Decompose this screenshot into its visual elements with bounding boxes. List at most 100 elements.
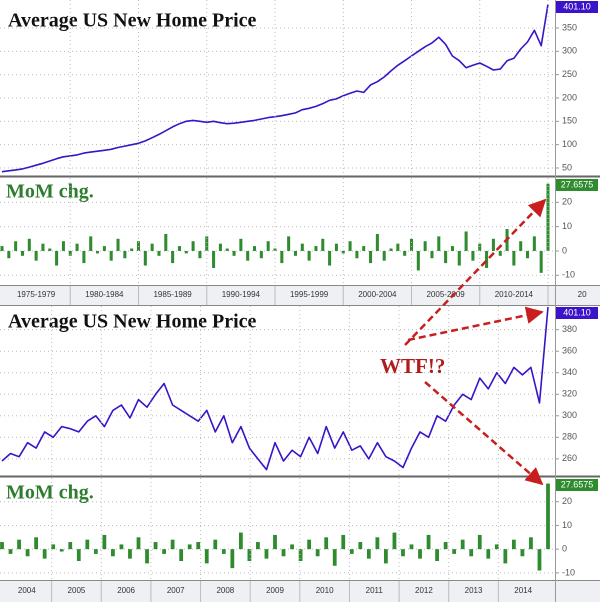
bar <box>157 250 161 256</box>
bar <box>539 250 543 273</box>
bar <box>232 250 236 256</box>
bar <box>478 243 482 251</box>
bar <box>230 549 235 569</box>
arrow <box>424 381 544 486</box>
bar <box>143 250 147 266</box>
panel-title: MoM chg. <box>6 482 94 504</box>
bar <box>450 246 454 251</box>
bar <box>41 243 45 251</box>
panel-title: Average US New Home Price <box>8 311 257 333</box>
last-value-label: 27.6575 <box>561 179 594 189</box>
bar <box>423 241 427 251</box>
bar <box>512 250 516 266</box>
x-tick-label: 1985-1989 <box>153 290 192 299</box>
bar <box>213 539 218 550</box>
bar <box>247 549 252 562</box>
bar <box>348 241 352 251</box>
bar <box>61 241 65 251</box>
bar <box>42 549 47 559</box>
bar <box>520 549 525 557</box>
x-tick-label: 2004 <box>18 586 36 595</box>
bar <box>68 250 72 256</box>
bar <box>123 250 127 259</box>
bar <box>430 250 434 259</box>
bar <box>300 243 304 251</box>
bar <box>460 539 465 550</box>
bar <box>93 549 98 554</box>
y-tick-label: 20 <box>562 496 572 506</box>
bar <box>162 549 166 554</box>
bar <box>341 534 346 550</box>
bar <box>375 233 379 251</box>
bar <box>511 539 516 550</box>
x-tick-label: 2013 <box>465 586 483 595</box>
bar <box>102 246 106 251</box>
bar <box>179 549 184 562</box>
bar <box>102 534 107 550</box>
y-tick-label: 350 <box>562 22 577 32</box>
y-tick-label: 280 <box>562 432 577 442</box>
y-tick-label: 380 <box>562 324 577 334</box>
bar <box>341 250 345 254</box>
bar <box>238 532 243 550</box>
bar <box>443 542 448 550</box>
bar <box>307 250 311 261</box>
bar <box>369 250 373 264</box>
y-tick-label: 200 <box>562 92 577 102</box>
bar <box>349 549 354 554</box>
bar <box>111 549 115 557</box>
bar <box>184 250 188 254</box>
x-tick-label: 1975-1979 <box>17 290 56 299</box>
bar <box>225 248 229 251</box>
bar <box>239 238 243 251</box>
bar <box>17 539 21 550</box>
bar <box>51 544 56 550</box>
bar <box>498 250 502 256</box>
bar <box>153 542 158 550</box>
bar <box>171 250 175 264</box>
bar <box>145 549 149 564</box>
bar <box>273 534 277 550</box>
x-tick-label: 1990-1994 <box>222 290 261 299</box>
bar <box>503 549 508 564</box>
x-tick-label: 2000-2004 <box>358 290 397 299</box>
bar <box>452 549 457 554</box>
bar <box>89 236 93 251</box>
bar <box>150 243 154 251</box>
bar <box>307 539 312 550</box>
bar <box>396 243 400 251</box>
bar <box>403 250 407 256</box>
bar <box>314 246 318 251</box>
bar <box>290 544 294 550</box>
y-tick-label: 20 <box>562 197 572 207</box>
bar <box>358 542 363 550</box>
y-tick-label: 260 <box>562 453 577 463</box>
x-tick-label: 2006 <box>117 586 135 595</box>
bar <box>205 236 209 251</box>
x-tick-label: 2014 <box>514 586 532 595</box>
bar <box>328 250 332 266</box>
bar <box>48 248 52 251</box>
bar <box>266 241 270 251</box>
x-tick-label: 2012 <box>415 586 433 595</box>
bar <box>119 544 124 550</box>
x-tick-label: 2010-2014 <box>495 290 534 299</box>
bar <box>418 549 422 559</box>
bar <box>96 250 100 254</box>
bar <box>416 250 420 271</box>
bar <box>0 246 4 251</box>
bar <box>477 534 482 550</box>
bar <box>136 537 141 550</box>
y-tick-label: 340 <box>562 367 577 377</box>
y-tick-label: 10 <box>562 221 572 231</box>
bar <box>537 549 542 571</box>
bar <box>362 246 366 251</box>
bar <box>25 549 30 557</box>
bar <box>273 248 277 251</box>
bar <box>85 539 90 550</box>
bar <box>20 250 24 256</box>
bar <box>8 549 13 554</box>
arrow <box>404 198 547 346</box>
bar <box>264 549 269 559</box>
bar <box>55 250 59 266</box>
